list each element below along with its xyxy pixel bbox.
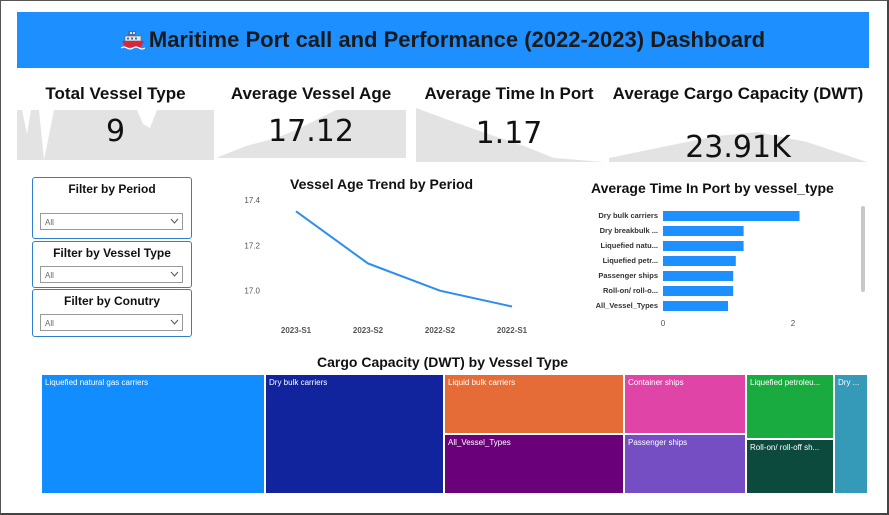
kpi-sparkline (416, 108, 604, 162)
slicer-title: Filter by Period (68, 182, 156, 196)
treemap-tile-label: All_Vessel_Types (448, 438, 511, 447)
treemap-tile-label: Dry bulk carriers (269, 378, 328, 387)
period-dropdown[interactable]: All (40, 213, 183, 230)
treemap-tile-label: Dry ... (838, 378, 860, 387)
cargo-capacity-treemap[interactable]: Liquefied natural gas carriers Dry bulk c… (41, 374, 868, 494)
treemap-tile[interactable]: Passenger ships (624, 434, 746, 494)
bar (663, 211, 800, 221)
treemap-tile-label: Liquefied natural gas carriers (45, 378, 149, 387)
vessel-age-line-chart[interactable]: 17.4 17.2 17.0 2023-S1 2023-S2 2022-S2 2022-S1 (230, 192, 550, 342)
treemap-tile[interactable]: Liquefied petroleu... (746, 374, 834, 439)
bar-chart-title: Average Time In Port by vessel_type (591, 180, 834, 196)
kpi-average-time-in-port[interactable]: Average Time In Port 1.17 (414, 80, 604, 162)
kpi-average-cargo-capacity[interactable]: Average Cargo Capacity (DWT) 23.91K (607, 80, 869, 165)
kpi-value: 9 (105, 114, 126, 149)
bar (663, 286, 734, 296)
slicer-title: Filter by Vessel Type (53, 246, 171, 260)
treemap-tile[interactable]: Dry ... (834, 374, 868, 494)
series-line (295, 210, 513, 308)
treemap-tile[interactable]: Dry bulk carriers (265, 374, 444, 494)
kpi-sparkline (17, 110, 214, 160)
bar-category-label: Liquefied petr... (603, 256, 658, 265)
bar (663, 301, 728, 311)
kpi-title: Average Cargo Capacity (DWT) (612, 84, 864, 103)
dropdown-value: All (45, 218, 54, 227)
treemap-tile[interactable]: All_Vessel_Types (444, 434, 624, 494)
slicer-vessel-type[interactable]: Filter by Vessel Type All (32, 241, 192, 288)
bar-category-label: Dry breakbulk ... (600, 226, 658, 235)
bar-category-label: Liquefied natu... (601, 241, 659, 250)
x-tick-label: 2023-S1 (281, 326, 312, 335)
kpi-value: 1.17 (475, 116, 543, 151)
y-tick-label: 17.0 (244, 287, 260, 296)
bar-category-label: Dry bulk carriers (598, 211, 658, 220)
y-tick-label: 17.2 (244, 241, 260, 250)
bar-category-label: All_Vessel_Types (596, 301, 658, 310)
x-tick-label: 2022-S1 (497, 326, 528, 335)
dashboard-header: Maritime Port call and Performance (2022… (17, 12, 869, 68)
kpi-title: Average Time In Port (424, 84, 594, 103)
kpi-total-vessel-type[interactable]: Total Vessel Type 9 (17, 80, 214, 162)
dropdown-value: All (45, 319, 54, 328)
chevron-down-icon (170, 319, 179, 325)
kpi-value: 17.12 (268, 114, 354, 149)
line-chart-title: Vessel Age Trend by Period (290, 176, 474, 192)
dashboard-title: Maritime Port call and Performance (2022… (148, 27, 766, 52)
bar (663, 271, 734, 281)
treemap-title: Cargo Capacity (DWT) by Vessel Type (317, 354, 569, 370)
bar-category-label: Roll-on/ roll-o... (603, 286, 658, 295)
country-dropdown[interactable]: All (40, 314, 183, 331)
kpi-title: Average Vessel Age (230, 84, 392, 103)
bar-category-label: Passenger ships (598, 271, 658, 280)
kpi-sparkline (216, 110, 406, 158)
x-tick-label: 2023-S2 (353, 326, 384, 335)
slicer-period[interactable]: Filter by Period All (32, 177, 192, 239)
ship-icon (120, 31, 145, 50)
bar (663, 256, 736, 266)
kpi-average-vessel-age[interactable]: Average Vessel Age 17.12 (216, 80, 406, 162)
kpi-value: 23.91K (685, 130, 791, 165)
treemap-tile-label: Liquid bulk carriers (448, 378, 516, 387)
treemap-tile-label: Liquefied petroleu... (750, 378, 821, 387)
bar (663, 226, 744, 236)
slicer-title: Filter by Conutry (63, 294, 160, 308)
treemap-tile[interactable]: Liquefied natural gas carriers (41, 374, 265, 494)
slicer-country[interactable]: Filter by Conutry All (32, 289, 192, 337)
treemap-tile-label: Container ships (628, 378, 684, 387)
treemap-tile[interactable]: Roll-on/ roll-off sh... (746, 439, 834, 494)
x-tick-label: 2 (791, 319, 796, 328)
kpi-sparkline (609, 132, 867, 162)
scrollbar-thumb (861, 206, 865, 292)
time-in-port-bar-chart[interactable]: Dry bulk carriers Dry breakbulk ... Liquef… (585, 200, 875, 335)
x-tick-label: 2022-S2 (425, 326, 456, 335)
y-tick-label: 17.4 (244, 196, 260, 205)
vessel-type-dropdown[interactable]: All (40, 266, 183, 283)
treemap-tile[interactable]: Container ships (624, 374, 746, 434)
treemap-tile-label: Passenger ships (628, 438, 688, 447)
treemap-tile[interactable]: Liquid bulk carriers (444, 374, 624, 434)
treemap-tile-label: Roll-on/ roll-off sh... (750, 443, 820, 452)
x-tick-label: 0 (661, 319, 666, 328)
kpi-title: Total Vessel Type (45, 84, 186, 103)
dropdown-value: All (45, 271, 54, 280)
chevron-down-icon (170, 271, 179, 277)
chevron-down-icon (170, 218, 179, 224)
bar (663, 241, 744, 251)
